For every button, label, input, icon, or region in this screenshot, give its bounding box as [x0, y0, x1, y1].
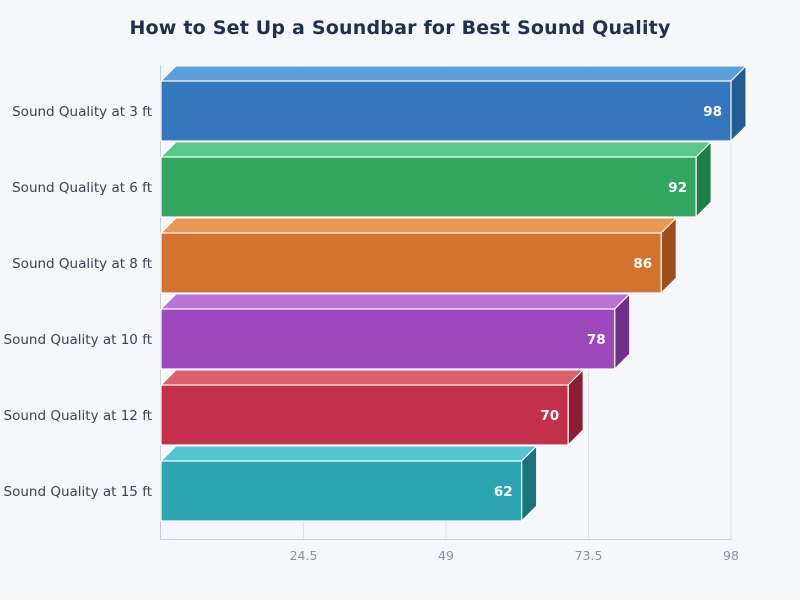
bar-sound-quality-at-8-ft-value-label: 86 [633, 256, 652, 272]
category-label-sound-quality-at-6-ft: Sound Quality at 6 ft [12, 180, 152, 196]
bar-sound-quality-at-8-ft-top-face [159, 217, 678, 234]
bar-sound-quality-at-15-ft-front-face [160, 460, 523, 522]
bar-sound-quality-at-12-ft-top-face [159, 369, 585, 386]
category-label-sound-quality-at-12-ft: Sound Quality at 12 ft [4, 408, 152, 424]
bar-sound-quality-at-3-ft-front-face [160, 80, 732, 142]
x-tick-label-49: 49 [438, 548, 454, 563]
bar-sound-quality-at-6-ft-value-label: 92 [668, 180, 687, 196]
bar-sound-quality-at-12-ft-front-face [160, 384, 569, 446]
chart-title: How to Set Up a Soundbar for Best Sound … [129, 17, 671, 39]
bar-sound-quality-at-6-ft-front-face [160, 156, 697, 218]
bar-sound-quality-at-3-ft-value-label: 98 [703, 104, 722, 120]
bar-sound-quality-at-10-ft-top-face [159, 293, 631, 310]
bar-sound-quality-at-3-ft-top-face [159, 65, 748, 82]
category-label-sound-quality-at-8-ft: Sound Quality at 8 ft [12, 256, 152, 272]
bar-sound-quality-at-12-ft-value-label: 70 [540, 408, 559, 424]
bar-sound-quality-at-15-ft-value-label: 62 [494, 484, 513, 500]
category-label-sound-quality-at-10-ft: Sound Quality at 10 ft [4, 332, 152, 348]
bar-sound-quality-at-10-ft-front-face [160, 308, 616, 370]
bar-sound-quality-at-15-ft-top-face [159, 445, 538, 462]
x-tick-label-98: 98 [723, 548, 739, 563]
bar-sound-quality-at-6-ft-top-face [159, 141, 713, 158]
category-label-sound-quality-at-15-ft: Sound Quality at 15 ft [4, 484, 152, 500]
category-label-sound-quality-at-3-ft: Sound Quality at 3 ft [12, 104, 152, 120]
x-tick-label-73.5: 73.5 [575, 548, 603, 563]
x-tick-label-24.5: 24.5 [290, 548, 318, 563]
bar-sound-quality-at-10-ft-value-label: 78 [587, 332, 606, 348]
bar-sound-quality-at-8-ft-front-face [160, 232, 662, 294]
